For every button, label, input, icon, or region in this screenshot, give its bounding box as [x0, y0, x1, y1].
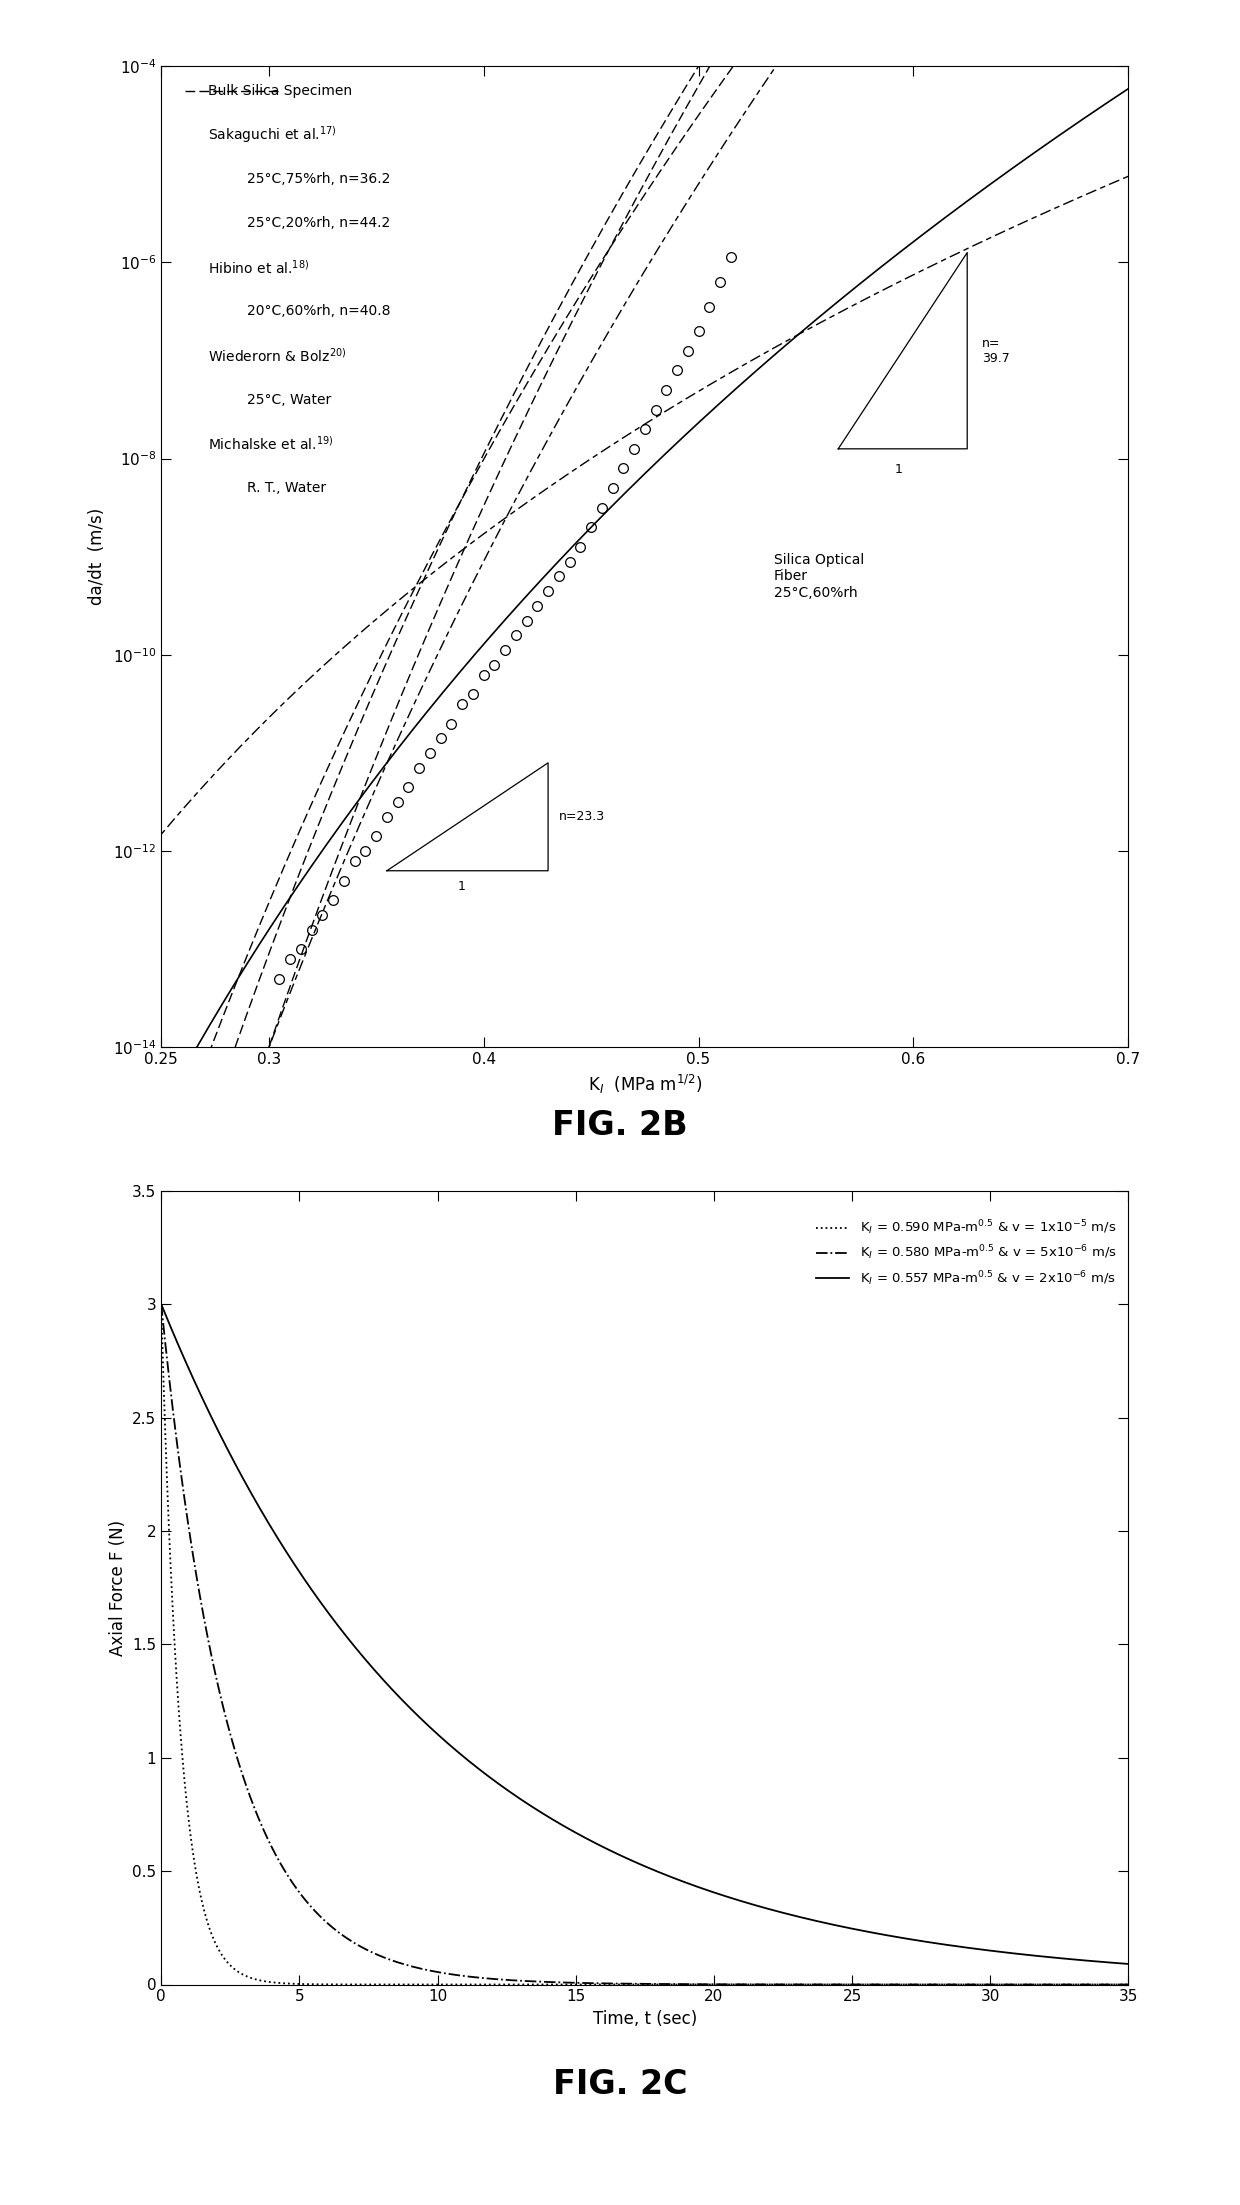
- Text: 1: 1: [894, 463, 903, 476]
- Y-axis label: da/dt  (m/s): da/dt (m/s): [88, 507, 105, 606]
- Text: n=23.3: n=23.3: [559, 809, 605, 822]
- X-axis label: K$_I$  (MPa m$^{1/2}$): K$_I$ (MPa m$^{1/2}$): [588, 1074, 702, 1096]
- Text: Wiederorn & Bolz$^{20)}$: Wiederorn & Bolz$^{20)}$: [208, 346, 347, 364]
- Text: FIG. 2C: FIG. 2C: [553, 2068, 687, 2101]
- Text: 25°C,20%rh, n=44.2: 25°C,20%rh, n=44.2: [247, 216, 391, 229]
- X-axis label: Time, t (sec): Time, t (sec): [593, 2011, 697, 2029]
- Text: Bulk Silica Specimen: Bulk Silica Specimen: [208, 84, 352, 97]
- Text: 1: 1: [458, 880, 466, 893]
- Text: Michalske et al.$^{19)}$: Michalske et al.$^{19)}$: [208, 434, 334, 452]
- Text: Sakaguchi et al.$^{17)}$: Sakaguchi et al.$^{17)}$: [208, 123, 337, 146]
- Text: 25°C, Water: 25°C, Water: [247, 392, 331, 406]
- Text: n=
39.7: n= 39.7: [982, 337, 1011, 364]
- Text: 25°C,75%rh, n=36.2: 25°C,75%rh, n=36.2: [247, 172, 391, 185]
- Text: Hibino et al.$^{18)}$: Hibino et al.$^{18)}$: [208, 258, 310, 276]
- Text: 20°C,60%rh, n=40.8: 20°C,60%rh, n=40.8: [247, 304, 391, 318]
- Text: R. T., Water: R. T., Water: [247, 481, 326, 496]
- Text: FIG. 2B: FIG. 2B: [552, 1109, 688, 1142]
- Text: Silica Optical
Fiber
25°C,60%rh: Silica Optical Fiber 25°C,60%rh: [774, 553, 864, 600]
- Y-axis label: Axial Force F (N): Axial Force F (N): [109, 1519, 126, 1656]
- Legend: K$_I$ = 0.590 MPa-m$^{0.5}$ & v = 1x10$^{-5}$ m/s, K$_I$ = 0.580 MPa-m$^{0.5}$ &: K$_I$ = 0.590 MPa-m$^{0.5}$ & v = 1x10$^…: [811, 1213, 1122, 1292]
